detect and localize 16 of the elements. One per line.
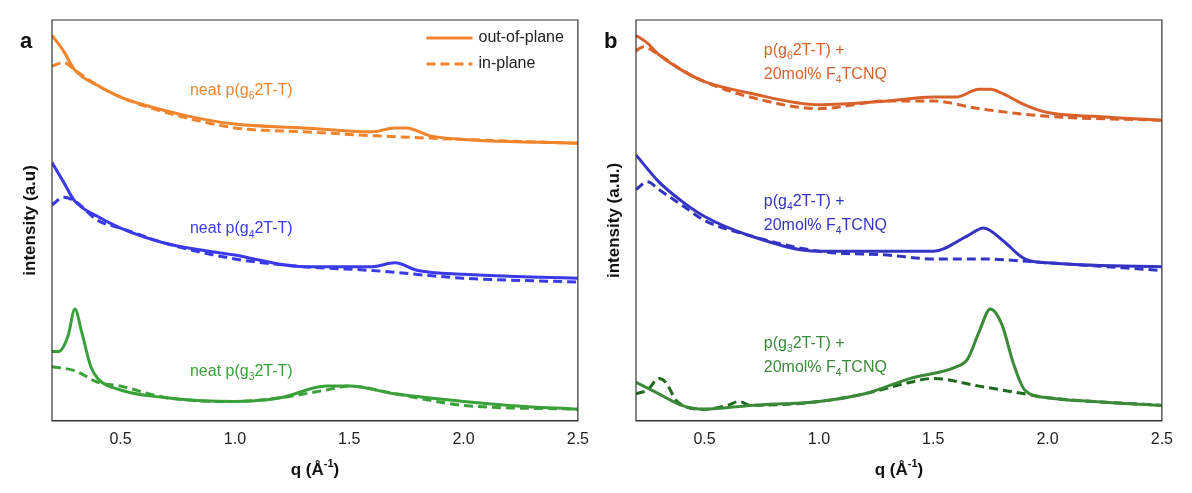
x-tick-label: 1.5: [338, 429, 361, 447]
y-axis-title: intensity (a.u): [19, 165, 39, 276]
x-tick-label: 0.5: [693, 429, 716, 447]
x-tick-label: 2.5: [1150, 429, 1174, 447]
legend-label: in-plane: [478, 54, 536, 72]
x-tick-label: 2.0: [1036, 429, 1059, 447]
x-tick-label: 1.5: [922, 429, 945, 447]
x-tick-label: 1.0: [807, 429, 831, 447]
x-tick-label: 2.0: [452, 429, 475, 447]
x-tick-label: 0.5: [109, 429, 132, 447]
legend-label: out-of-plane: [478, 28, 564, 46]
chart-title: b: [604, 28, 618, 54]
x-tick-label: 2.5: [566, 429, 590, 447]
y-axis-title: intensity (a.u.): [603, 162, 623, 279]
chart-title: a: [20, 28, 33, 54]
x-tick-label: 1.0: [223, 429, 247, 447]
